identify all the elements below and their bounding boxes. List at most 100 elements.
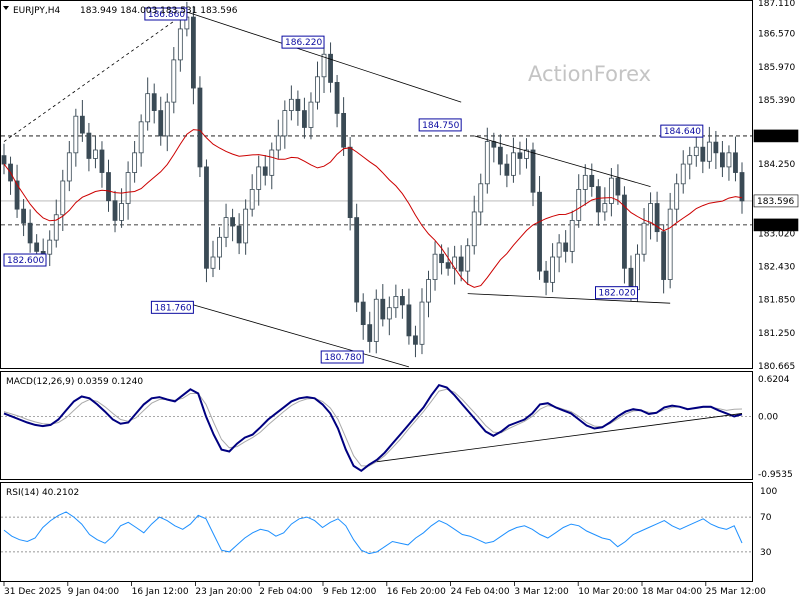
price-annotation-text: 186.860	[148, 10, 185, 20]
candle-body	[413, 335, 418, 345]
price-annotation-box	[144, 7, 188, 21]
candle-body	[315, 76, 320, 103]
candle-body	[524, 149, 529, 159]
candle-body	[720, 152, 725, 168]
price-axis-label: 180.665	[758, 362, 795, 372]
price-annotation-box	[281, 35, 325, 49]
candle-body	[223, 217, 229, 238]
candle-body	[256, 166, 262, 190]
candle-body	[439, 253, 444, 264]
candle-body	[419, 301, 425, 345]
candle-body	[576, 189, 582, 221]
candle-body	[308, 101, 314, 128]
candle-body	[693, 146, 699, 157]
candle-body	[360, 301, 366, 326]
candle-body	[367, 324, 373, 342]
trendline-triangle-top	[474, 135, 651, 187]
candle-body	[654, 203, 660, 233]
candle-body	[171, 59, 177, 103]
candle-body	[393, 296, 399, 309]
rsi-axis-label: 70	[760, 513, 772, 523]
candle-body	[595, 186, 601, 213]
candle-body	[177, 28, 183, 61]
candle-body	[733, 152, 738, 173]
candle-body	[86, 132, 92, 159]
price-axis-label: 185.390	[758, 96, 795, 106]
price-annotation-text: 184.640	[664, 127, 701, 137]
candle-body	[680, 163, 686, 185]
watermark: ActionForex	[528, 62, 651, 86]
candle-body	[164, 101, 170, 137]
candle-body	[125, 172, 131, 204]
candle-body	[641, 222, 647, 255]
candle-body	[151, 93, 157, 111]
candle-body	[138, 121, 144, 154]
price-axis-label: 182.430	[758, 263, 795, 273]
candle-body	[635, 253, 640, 291]
price-axis-tag-text: 184.750	[757, 132, 794, 142]
candle-body	[99, 149, 105, 173]
candle-body	[484, 141, 490, 185]
candle-body	[197, 87, 203, 168]
time-axis-label: 16 Jan 12:00	[132, 587, 189, 597]
macd-axis-label: 0.6204	[758, 375, 790, 385]
macd-panel-frame	[0, 371, 753, 480]
macd-signal-line	[3, 388, 743, 467]
candle-body	[269, 149, 275, 176]
time-axis-label: 2 Feb 04:00	[259, 587, 313, 597]
candle-body	[563, 242, 569, 252]
rsi-line	[3, 511, 743, 555]
candle-body	[295, 98, 301, 111]
macd-axis-label: -0.9535	[758, 470, 793, 480]
macd-trendline	[376, 413, 743, 463]
price-annotation-text: 182.600	[7, 256, 44, 266]
candle-body	[347, 146, 353, 218]
candle-body	[589, 174, 595, 188]
candle-body	[34, 242, 40, 252]
moving-average-line	[3, 129, 743, 288]
time-axis-label: 10 Mar 20:00	[578, 587, 638, 597]
macd-axis-label: 0.00	[758, 412, 778, 422]
candle-body	[106, 172, 111, 202]
candle-body	[602, 203, 608, 213]
candle-body	[458, 256, 464, 272]
candle-body	[380, 298, 386, 320]
candle-body	[119, 203, 124, 221]
candle-body	[373, 298, 379, 342]
rsi-layer	[3, 511, 743, 555]
candle-body	[478, 183, 484, 213]
ohlc-readout: 183.949 184.003 183.531 183.596	[80, 6, 238, 16]
symbol-dropdown-icon[interactable]	[3, 6, 9, 10]
candle-body	[491, 141, 497, 148]
candle-body	[556, 242, 562, 258]
candle-body	[354, 217, 360, 303]
candle-body	[341, 112, 347, 148]
candle-body	[243, 208, 249, 244]
candle-body	[511, 152, 516, 176]
candle-body	[112, 200, 118, 221]
trendline-up-dashed	[3, 11, 188, 142]
candle-body	[648, 203, 653, 224]
candle-body	[706, 141, 712, 162]
time-axis-label: 9 Feb 12:00	[323, 587, 377, 597]
candle-body	[445, 262, 451, 269]
macd-title: MACD(12,26,9) 0.0359 0.1240	[6, 377, 143, 387]
candle-body	[334, 82, 340, 114]
price-axis-label: 183.020	[758, 229, 795, 239]
candle-body	[700, 146, 706, 162]
price-annotation-box	[3, 253, 47, 267]
rsi-axis-label: 100	[760, 487, 777, 497]
price-axis-label: 186.570	[758, 29, 795, 39]
price-annotation-text: 182.020	[599, 289, 636, 299]
candle-body	[230, 217, 235, 227]
candle-body	[615, 177, 621, 196]
time-axis-label: 9 Jan 04:00	[68, 587, 120, 597]
rsi-axis-label: 30	[760, 548, 772, 558]
candle-body	[497, 146, 503, 165]
rsi-panel-frame	[0, 482, 753, 582]
moving-average-layer	[3, 129, 743, 288]
price-annotation-box	[320, 350, 364, 364]
candle-body	[288, 98, 294, 111]
time-axis-label: 24 Feb 04:00	[451, 587, 510, 597]
